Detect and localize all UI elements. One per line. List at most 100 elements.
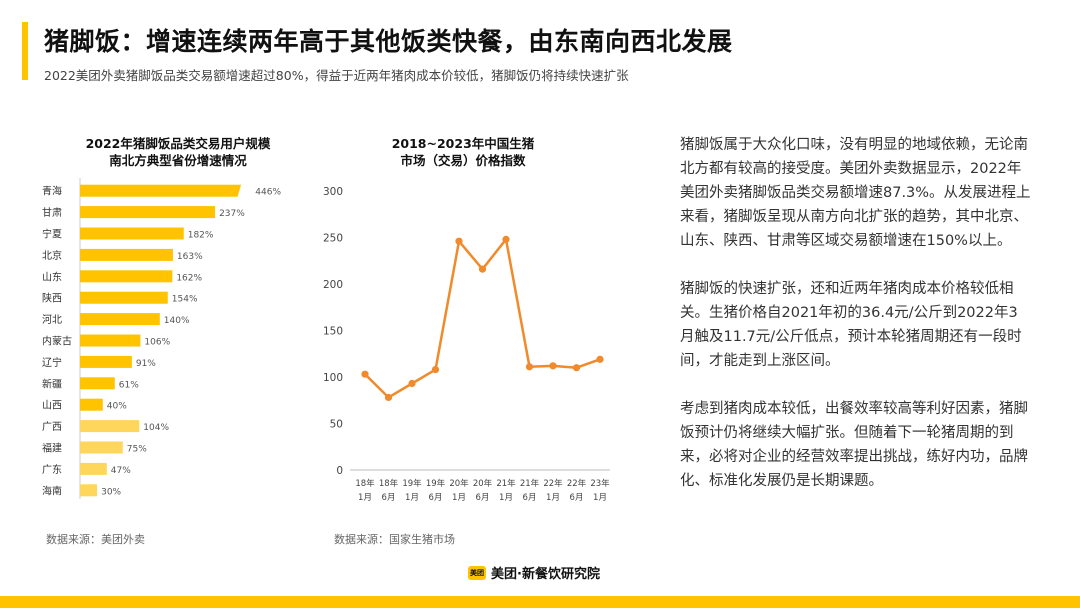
bar xyxy=(80,377,115,390)
x-tick-label-year: 22年 xyxy=(543,478,563,489)
x-tick-label-year: 22年 xyxy=(567,478,587,489)
bar-value-label: 106% xyxy=(144,338,170,348)
x-tick-label-month: 1月 xyxy=(358,493,372,503)
bar-value-label: 47% xyxy=(111,466,131,476)
footer-accent-bar xyxy=(0,596,1080,608)
bar-category-label: 甘肃 xyxy=(42,206,62,219)
bar-value-label: 104% xyxy=(143,423,169,433)
bar xyxy=(80,484,98,497)
price-index-point xyxy=(361,370,369,378)
x-tick-label-month: 6月 xyxy=(476,493,490,503)
x-tick-label-year: 20年 xyxy=(449,478,469,489)
price-index-point xyxy=(525,363,534,371)
bar-category-label: 内蒙古 xyxy=(42,335,72,348)
x-tick-label-year: 18年 xyxy=(355,478,375,489)
bar-category-label: 广西 xyxy=(42,421,62,433)
x-tick-label-year: 21年 xyxy=(520,478,540,489)
bar xyxy=(80,398,103,411)
y-tick-label: 50 xyxy=(330,419,343,431)
page-title: 猪脚饭：增速连续两年高于其他饭类快餐，由东南向西北发展 xyxy=(44,27,733,56)
x-tick-label-month: 1月 xyxy=(405,493,419,503)
bar xyxy=(80,184,246,197)
bar xyxy=(80,313,160,326)
price-index-point xyxy=(502,235,510,243)
price-index-point xyxy=(384,393,393,402)
bar-value-label: 163% xyxy=(177,252,203,262)
bar-category-label: 北京 xyxy=(42,249,62,262)
x-tick-label-year: 20年 xyxy=(473,478,493,489)
title-accent-bar xyxy=(22,22,28,80)
bar-category-label: 山东 xyxy=(42,270,62,283)
bar-axis-break xyxy=(237,183,252,198)
line-chart-title-line2: 市场（交易）价格指数 xyxy=(400,153,526,168)
y-tick-label: 0 xyxy=(336,465,343,477)
paragraph-2: 猪脚饭的快速扩张，还和近两年猪肉成本价格较低相关。生猪价格自2021年初的36.… xyxy=(680,281,1022,369)
bar-chart-source: 数据来源：美团外卖 xyxy=(46,533,145,546)
paragraph-3: 考虑到猪肉成本较低，出餐效率较高等利好因素，猪脚饭预计仍将继续大幅扩张。但随着下… xyxy=(680,401,1028,489)
line-chart-title-line1: 2018~2023年中国生猪 xyxy=(391,136,535,151)
price-index-point xyxy=(408,379,416,388)
bar-category-label: 广东 xyxy=(42,463,62,476)
x-tick-label-year: 19年 xyxy=(426,478,446,489)
bar-category-label: 陕西 xyxy=(42,292,62,305)
bar-category-label: 新疆 xyxy=(42,377,62,390)
price-index-point xyxy=(572,364,581,372)
x-tick-label-month: 1月 xyxy=(593,493,607,503)
bar-value-label: 61% xyxy=(119,380,139,390)
brand-badge-icon: 美团 xyxy=(468,565,486,580)
bar-value-label: 237% xyxy=(219,209,245,219)
price-index-line xyxy=(364,236,601,400)
page-subtitle: 2022美团外卖猪脚饭品类交易额增速超过80%，得益于近两年猪肉成本价较低，猪脚… xyxy=(44,68,629,83)
bar xyxy=(80,248,173,261)
brand-logo: 美团 美团·新餐饮研究院 xyxy=(468,563,600,582)
x-tick-label-month: 6月 xyxy=(570,493,584,503)
price-index-point xyxy=(596,355,604,363)
bar-chart-title-line1: 2022年猪脚饭品类交易用户规模 xyxy=(85,136,271,151)
bar-category-label: 青海 xyxy=(42,185,62,198)
x-tick-label-month: 6月 xyxy=(429,493,443,503)
bar-category-label: 宁夏 xyxy=(42,228,62,241)
price-index-point xyxy=(431,365,440,374)
bar-value-label: 30% xyxy=(101,487,121,497)
bar-value-label: 140% xyxy=(164,316,190,326)
x-tick-label-year: 21年 xyxy=(496,478,516,489)
bar xyxy=(80,334,141,347)
bar-value-label: 162% xyxy=(176,273,202,283)
price-index-point xyxy=(478,265,487,273)
bar xyxy=(80,441,123,454)
line-chart-source: 数据来源：国家生猪市场 xyxy=(334,533,455,546)
bar-chart: 青海 446% 甘肃 237% 宁夏 182% 北京 163% 山东 162% 陕西 154% 河北 14… xyxy=(42,178,281,499)
bar-category-label: 山西 xyxy=(42,400,62,412)
brand-name: 美团·新餐饮研究院 xyxy=(491,567,600,582)
bar xyxy=(80,462,107,475)
x-tick-label-month: 1月 xyxy=(452,493,466,503)
bar xyxy=(80,355,132,368)
bar xyxy=(80,291,168,304)
bar-value-label: 182% xyxy=(188,231,214,241)
x-tick-label-year: 23年 xyxy=(590,478,610,489)
x-tick-label-month: 1月 xyxy=(546,493,560,503)
bar-category-label: 海南 xyxy=(42,484,62,497)
paragraph-1: 猪脚饭属于大众化口味，没有明显的地域依赖，无论南北方都有较高的接受度。美团外卖数… xyxy=(680,137,1031,249)
bar-value-label: 154% xyxy=(172,295,198,305)
bar-value-label: 446% xyxy=(255,188,281,198)
bar-chart-title-line2: 南北方典型省份增速情况 xyxy=(109,153,247,168)
bar-value-label: 91% xyxy=(136,359,156,369)
x-tick-label-month: 6月 xyxy=(523,493,537,503)
bar-value-label: 40% xyxy=(107,402,127,412)
line-chart: 0 50 100 150 200 250 300 18年 1月 18年 6月 19年 1月 19年 6月 20… xyxy=(323,186,610,503)
y-tick-label: 250 xyxy=(323,233,343,245)
bar-category-label: 河北 xyxy=(42,314,62,326)
bar-chart-title: 2022年猪脚饭品类交易用户规模 南北方典型省份增速情况 xyxy=(60,135,296,169)
price-index-point xyxy=(549,362,557,370)
bar-category-label: 福建 xyxy=(42,442,62,455)
y-tick-label: 150 xyxy=(323,326,343,338)
line-chart-title: 2018~2023年中国生猪 市场（交易）价格指数 xyxy=(358,135,568,169)
bar-category-label: 辽宁 xyxy=(42,356,62,369)
x-tick-label-month: 6月 xyxy=(382,493,396,503)
x-tick-label-year: 18年 xyxy=(379,478,399,489)
price-index-point xyxy=(455,237,463,245)
bar xyxy=(80,420,140,433)
y-tick-label: 200 xyxy=(323,279,343,291)
bar xyxy=(80,206,216,219)
